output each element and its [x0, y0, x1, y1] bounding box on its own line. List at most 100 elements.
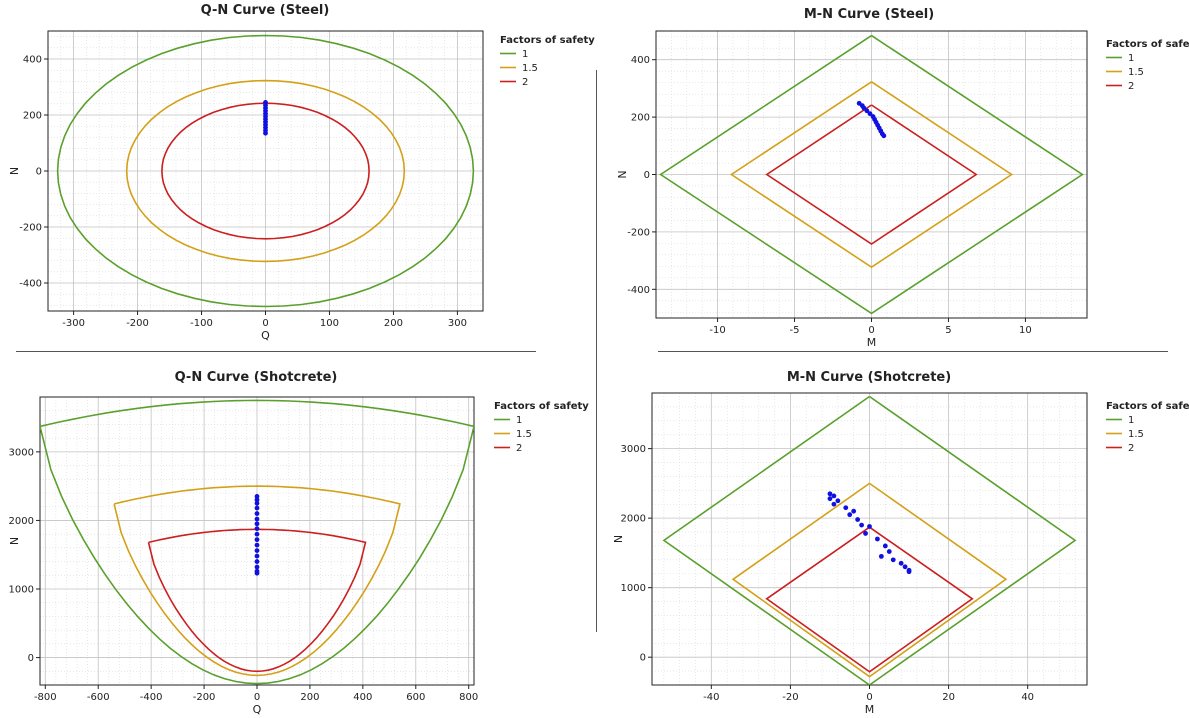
- data-point: [898, 560, 904, 566]
- y-axis-label: N: [8, 537, 21, 545]
- data-point: [867, 524, 872, 529]
- x-tick-label: 200: [300, 692, 319, 703]
- data-point: [843, 505, 849, 511]
- data-point: [882, 543, 888, 549]
- x-tick-label: 200: [384, 318, 403, 329]
- x-tick-label: 40: [1021, 692, 1034, 703]
- x-tick-label: 800: [459, 692, 478, 703]
- x-tick-label: -300: [62, 318, 85, 329]
- x-tick-label: -200: [126, 318, 149, 329]
- chart-title: Q-N Curve (Steel): [201, 3, 330, 18]
- x-tick-label: 400: [353, 692, 372, 703]
- x-tick-label: -10: [709, 325, 725, 336]
- legend-entry: 2: [516, 443, 522, 454]
- y-tick-label: 400: [23, 55, 42, 66]
- x-tick-label: -400: [140, 692, 163, 703]
- x-axis-label: Q: [261, 329, 270, 342]
- x-tick-label: 20: [942, 692, 955, 703]
- data-point: [861, 105, 867, 111]
- legend-entry: 1.5: [1128, 67, 1144, 78]
- data-point: [855, 517, 861, 522]
- chart-3: -800 -600 -400 -200 0 200 400 600 800 0 1000 2000 30…: [8, 370, 589, 716]
- data-point: [847, 512, 853, 518]
- legend-entry: 2: [522, 77, 528, 88]
- data-point: [254, 526, 260, 532]
- x-tick-label: -100: [190, 318, 213, 329]
- chart-title: M-N Curve (Steel): [804, 7, 934, 22]
- legend-entry: 1.5: [516, 429, 532, 440]
- y-tick-label: 1000: [9, 585, 34, 596]
- major-grid: [48, 31, 483, 311]
- legend-title: Factors of safety: [500, 35, 595, 46]
- horizontal-divider-right: [658, 351, 1168, 352]
- legend: Factors of safety 1 1.5 2: [1106, 39, 1189, 92]
- x-tick-label: 600: [406, 692, 425, 703]
- data-point: [254, 553, 260, 559]
- x-tick-label: 0: [866, 692, 872, 703]
- legend: Factors of safety 1 1.5 2: [494, 401, 589, 454]
- horizontal-divider-left: [16, 351, 536, 352]
- legend-title: Factors of safety: [1106, 401, 1189, 412]
- data-point: [827, 496, 833, 502]
- series-line-fos-1.5: [113, 485, 401, 677]
- y-tick-label: 0: [28, 653, 34, 664]
- data-point: [831, 501, 837, 507]
- data-point: [254, 564, 260, 570]
- y-tick-label: 400: [631, 55, 650, 66]
- y-tick-label: 3000: [621, 444, 646, 455]
- data-point: [906, 569, 912, 575]
- y-tick-label: 0: [644, 170, 650, 181]
- data-point: [875, 536, 880, 542]
- data-point: [835, 498, 841, 504]
- data-point: [254, 500, 260, 506]
- y-tick-label: 0: [36, 167, 42, 178]
- series-line-fos-2: [765, 104, 978, 245]
- data-point: [254, 570, 260, 576]
- legend-entry: 2: [1128, 81, 1134, 92]
- series-line-fos-1.5: [125, 79, 406, 263]
- y-tick-label: 1000: [621, 583, 646, 594]
- x-tick-label: -20: [782, 692, 798, 703]
- y-tick-label: -400: [627, 285, 650, 296]
- y-axis-label: N: [616, 170, 629, 178]
- data-point: [864, 108, 870, 114]
- y-tick-label: 3000: [9, 447, 34, 458]
- y-tick-label: -400: [19, 279, 42, 290]
- series-line-fos-1.5: [731, 482, 1008, 678]
- legend-entry: 1: [1128, 53, 1134, 64]
- data-point: [254, 548, 260, 553]
- data-point: [827, 491, 833, 497]
- legend-title: Factors of safety: [1106, 39, 1189, 50]
- data-point: [878, 553, 884, 559]
- legend: Factors of safety 1 1.5 2: [500, 35, 595, 88]
- data-point: [254, 516, 260, 522]
- x-tick-label: 0: [262, 318, 268, 329]
- x-tick-label: -600: [87, 692, 110, 703]
- data-point: [254, 537, 260, 543]
- y-tick-label: -200: [627, 227, 650, 238]
- series-line-fos-1: [659, 34, 1084, 315]
- y-tick-label: 2000: [9, 516, 34, 527]
- data-point: [254, 494, 260, 499]
- y-tick-label: 0: [640, 653, 646, 664]
- x-tick-label: -5: [790, 325, 800, 336]
- x-tick-label: 10: [1019, 325, 1032, 336]
- series-line-fos-1.5: [729, 81, 1014, 269]
- legend-title: Factors of safety: [494, 401, 589, 412]
- data-point: [867, 111, 873, 117]
- series-line-fos-1: [662, 395, 1077, 685]
- x-axis-label: Q: [253, 703, 262, 716]
- data-point: [254, 511, 260, 516]
- chart-4: -40 -20 0 20 40 0 1000 2000 3000 M N M-N Curve (Sho…: [612, 370, 1189, 716]
- legend-entry: 1: [516, 415, 522, 426]
- data-point: [890, 557, 896, 563]
- chart-1: -300 -200 -100 0 100 200 300 -400 -200 0 200 400 Q N Q…: [8, 3, 595, 342]
- x-tick-label: 0: [254, 692, 260, 703]
- y-tick-label: 2000: [621, 514, 646, 525]
- x-tick-label: -200: [193, 692, 216, 703]
- vertical-divider: [596, 70, 597, 632]
- chart-2: -10 -5 0 5 10 -400 -200 0 200 400 M N M-N Curve (Ste…: [616, 7, 1189, 349]
- legend-entry: 2: [1128, 443, 1134, 454]
- major-grid: [652, 393, 1087, 685]
- data-point: [254, 497, 260, 503]
